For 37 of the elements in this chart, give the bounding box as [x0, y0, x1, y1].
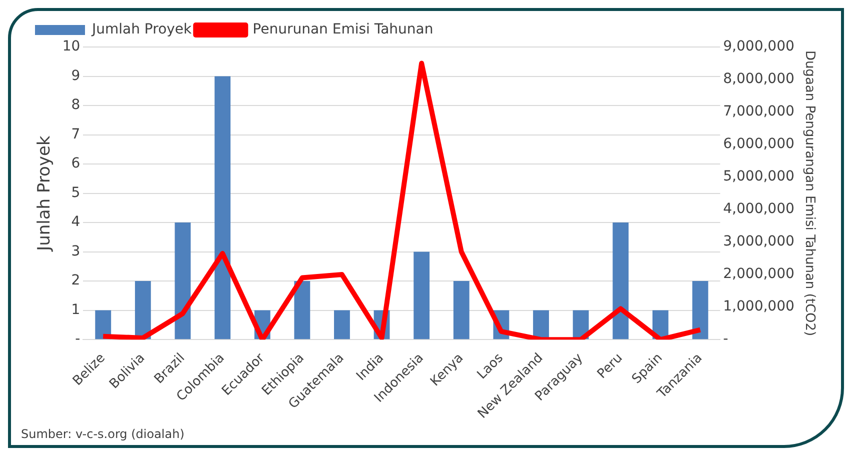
y-tick-label: -: [75, 331, 80, 348]
bar: [533, 310, 549, 340]
y2-tick-label: -: [723, 331, 728, 348]
bar: [174, 222, 191, 340]
y-tick-label: 2: [71, 272, 80, 289]
y2-tick-label: 5,000,000: [723, 168, 794, 185]
y2-tick-label: 6,000,000: [723, 136, 794, 152]
y-tick-label: 6: [71, 156, 80, 172]
y-tick-label: 7: [71, 126, 80, 142]
y-tick-label: 3: [71, 243, 80, 260]
y2-tick-label: 7,000,000: [723, 104, 794, 120]
y2-tick-label: 3,000,000: [723, 234, 794, 250]
text: Sumber: v-c-s.org (dioalah): [21, 427, 186, 441]
y2-tick-label: 9,000,000: [723, 38, 794, 55]
y2-axis-title: Dugaan Pengurangan Emisi Tahunan (tCO2): [802, 50, 817, 336]
y2-tick-label: 1,000,000: [723, 298, 794, 315]
bar: [334, 310, 350, 340]
y2-tick-label: 4,000,000: [723, 201, 794, 218]
bar: [692, 281, 708, 340]
bar: [134, 281, 151, 340]
bar: [414, 252, 430, 340]
y-tick-label: 9: [71, 68, 80, 84]
legend-label: Jumlah Proyek: [91, 22, 193, 38]
y2-tick-label: 8,000,000: [723, 71, 794, 88]
bar: [453, 281, 470, 340]
y-tick-label: 1: [71, 302, 80, 318]
y-axis-title: Junlah Proyek: [34, 136, 55, 252]
y-tick-label: 4: [71, 214, 80, 230]
legend-label: Penurunan Emisi Tahunan: [252, 22, 434, 38]
y-tick-label: 5: [71, 184, 80, 201]
y-tick-label: 8: [71, 97, 80, 114]
bar: [95, 310, 112, 340]
bar: [612, 222, 629, 340]
bar: [294, 281, 310, 340]
bar: [214, 76, 231, 340]
y-tick-label: 10: [62, 38, 80, 55]
y2-tick-label: 2,000,000: [723, 266, 794, 282]
